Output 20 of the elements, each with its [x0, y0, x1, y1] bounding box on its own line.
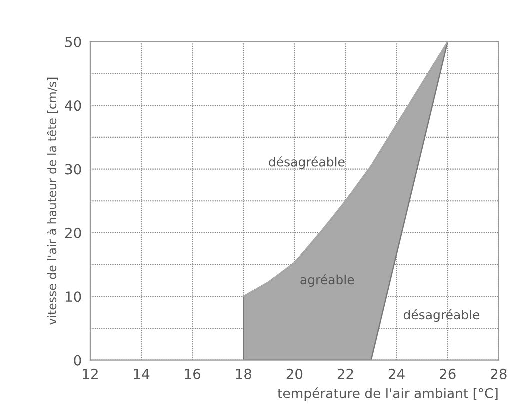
y-tick-label: 20 [65, 228, 82, 238]
x-tick-label: 22 [338, 368, 354, 380]
y-tick-label: 10 [66, 292, 82, 302]
y-tick-label: 0 [74, 355, 82, 366]
annotation: agréable [300, 274, 354, 288]
x-tick-label: 16 [185, 368, 201, 380]
y-tick-label: 40 [65, 100, 82, 112]
x-tick-label: 26 [440, 368, 456, 380]
y-axis-title: vitesse de l'air à hauteur de la tête [cm/s] [47, 78, 58, 325]
x-axis-title: température de l'air ambiant [°C] [278, 388, 498, 401]
x-tick-label: 14 [134, 369, 150, 380]
y-tick-label: 30 [66, 164, 82, 175]
x-tick-label: 12 [83, 368, 98, 380]
x-tick-label: 28 [491, 368, 507, 380]
y-tick-label: 50 [66, 36, 82, 48]
x-tick-label: 20 [286, 368, 303, 380]
annotation: désagréable [269, 156, 345, 170]
x-tick-label: 24 [388, 368, 405, 380]
x-tick-label: 18 [236, 368, 252, 380]
annotation: désagréable [404, 309, 480, 322]
